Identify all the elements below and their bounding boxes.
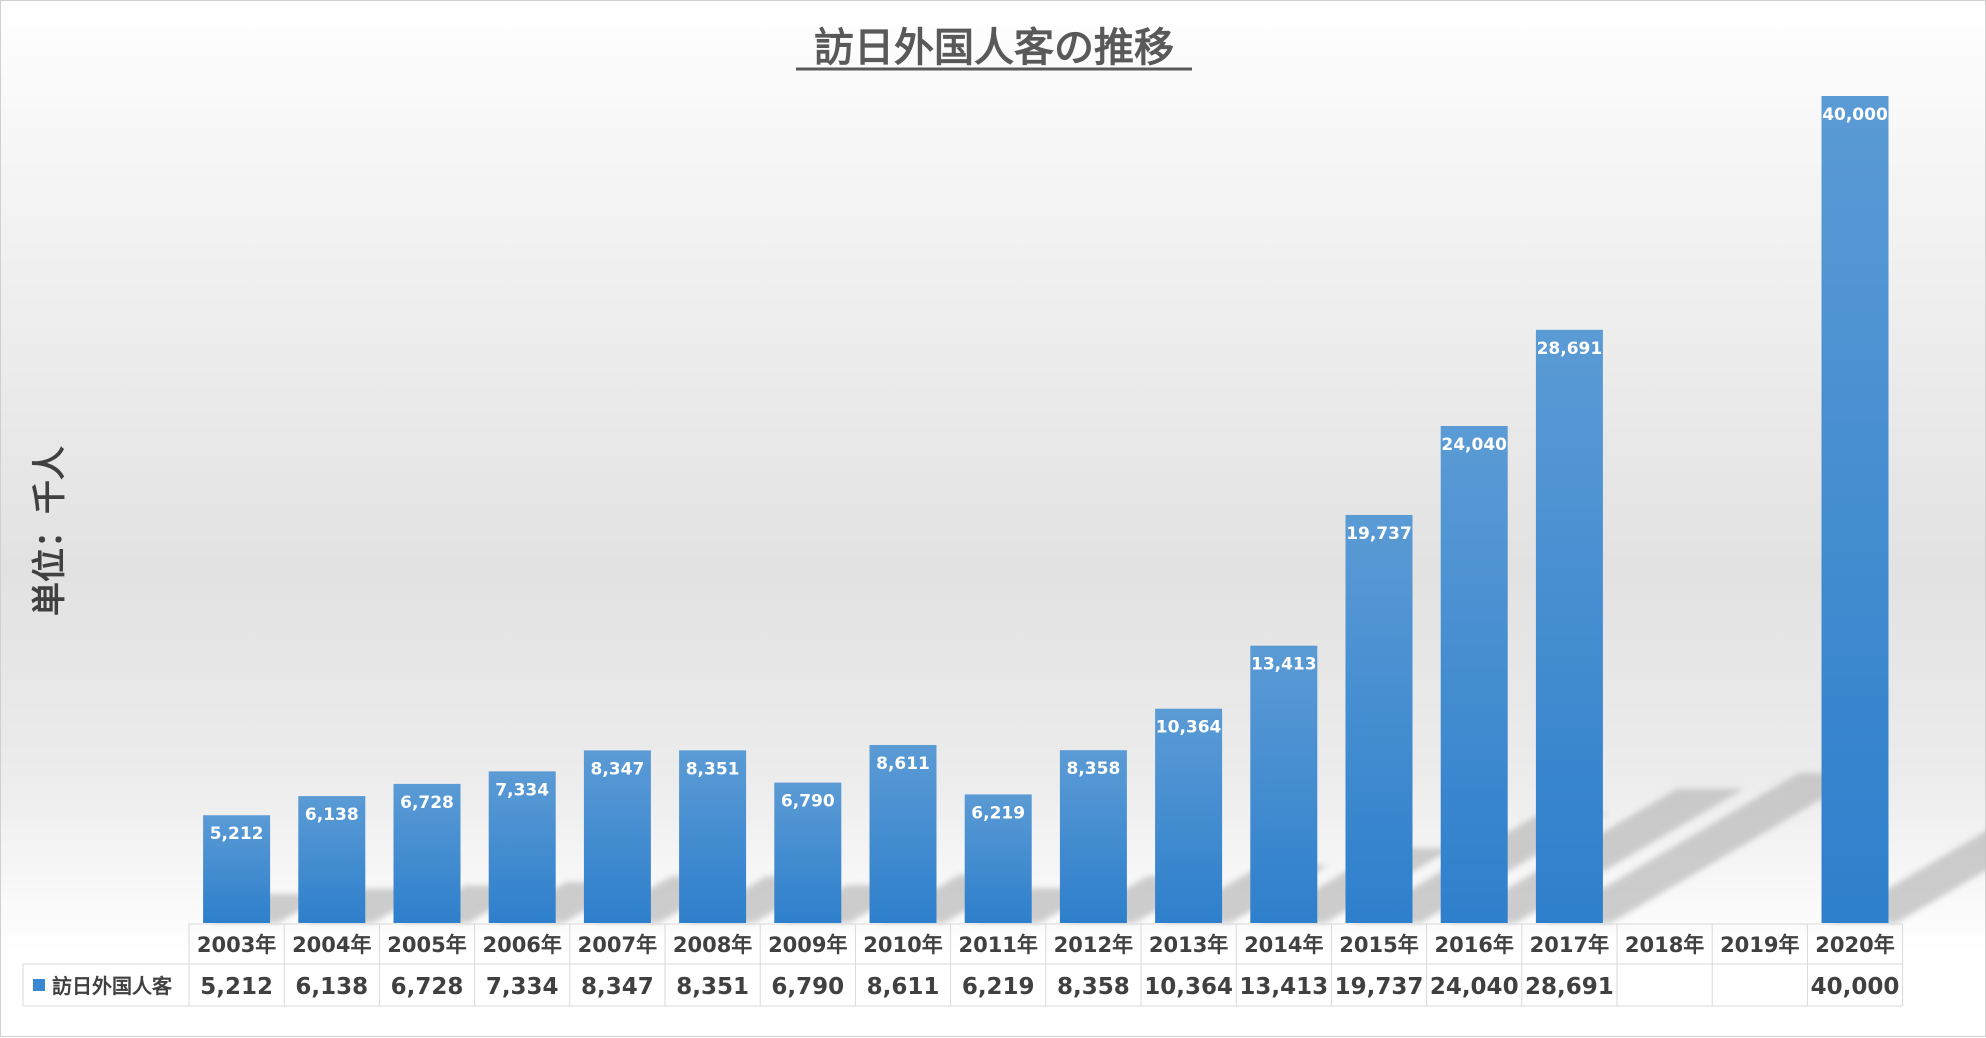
- bars: 5,212 6,138 6,728 7,334 8,347 8,351 6,790 8,611…: [203, 96, 1888, 923]
- bar-value-label: 5,212: [210, 824, 264, 844]
- y-axis-unit-label: 単位：千人: [30, 446, 70, 616]
- bar-value-label: 28,691: [1537, 339, 1603, 359]
- table-value: 6,138: [295, 974, 368, 1000]
- table-value: 6,219: [962, 974, 1035, 1000]
- bar: [1822, 96, 1889, 923]
- bar-value-label: 19,737: [1346, 524, 1412, 544]
- category-label: 2020年: [1815, 933, 1894, 957]
- category-label: 2003年: [197, 933, 276, 957]
- category-label: 2005年: [387, 933, 466, 957]
- bar-value-label: 8,358: [1067, 759, 1121, 779]
- bar-value-label: 13,413: [1251, 655, 1317, 675]
- legend-key: [33, 979, 45, 991]
- table-value: 19,737: [1335, 974, 1424, 1000]
- bar: [1346, 515, 1413, 923]
- category-label: 2015年: [1339, 933, 1418, 957]
- category-label: 2006年: [482, 933, 561, 957]
- chart-title: 訪日外国人客の推移: [814, 25, 1174, 71]
- category-label: 2018年: [1625, 933, 1704, 957]
- table-value: 40,000: [1811, 974, 1900, 1000]
- category-label: 2016年: [1434, 933, 1513, 957]
- table-value: 8,611: [867, 974, 940, 1000]
- table-value: 8,347: [581, 974, 654, 1000]
- category-label: 2012年: [1054, 933, 1133, 957]
- bar-value-label: 7,334: [495, 780, 549, 800]
- category-label: 2013年: [1149, 933, 1228, 957]
- table-value: 8,351: [676, 974, 749, 1000]
- bar: [1536, 330, 1603, 923]
- category-label: 2009年: [768, 933, 847, 957]
- category-label: 2014年: [1244, 933, 1323, 957]
- data-table: 2003年 5,212 2004年 6,138 2005年 6,728 2006年 7,334…: [23, 924, 1903, 1006]
- table-value: 6,728: [391, 974, 464, 1000]
- bar-value-label: 24,040: [1441, 435, 1507, 455]
- table-value: 10,364: [1144, 974, 1233, 1000]
- legend-series-name: 訪日外国人客: [52, 974, 173, 998]
- bar-value-label: 10,364: [1156, 718, 1222, 738]
- table-value: 6,790: [771, 974, 844, 1000]
- bar-value-label: 40,000: [1822, 105, 1888, 125]
- bar-value-label: 6,728: [400, 793, 454, 813]
- category-label: 2004年: [292, 933, 371, 957]
- table-value: 13,413: [1239, 974, 1328, 1000]
- bar-value-label: 8,611: [876, 754, 930, 774]
- bar-value-label: 8,347: [591, 759, 645, 779]
- category-label: 2007年: [578, 933, 657, 957]
- table-value: 7,334: [486, 974, 559, 1000]
- bar: [1250, 646, 1317, 923]
- bar-value-label: 6,219: [971, 803, 1025, 823]
- table-value: 5,212: [200, 974, 273, 1000]
- bar-value-label: 6,138: [305, 805, 359, 825]
- table-value: 24,040: [1430, 974, 1519, 1000]
- category-label: 2008年: [673, 933, 752, 957]
- category-label: 2011年: [958, 933, 1037, 957]
- table-value: 28,691: [1525, 974, 1614, 1000]
- bar-value-label: 8,351: [686, 759, 740, 779]
- category-label: 2019年: [1720, 933, 1799, 957]
- table-value: 8,358: [1057, 974, 1130, 1000]
- bar-value-label: 6,790: [781, 792, 835, 812]
- bar: [1155, 709, 1222, 923]
- category-label: 2017年: [1530, 933, 1609, 957]
- category-label: 2010年: [863, 933, 942, 957]
- bar: [1441, 426, 1508, 923]
